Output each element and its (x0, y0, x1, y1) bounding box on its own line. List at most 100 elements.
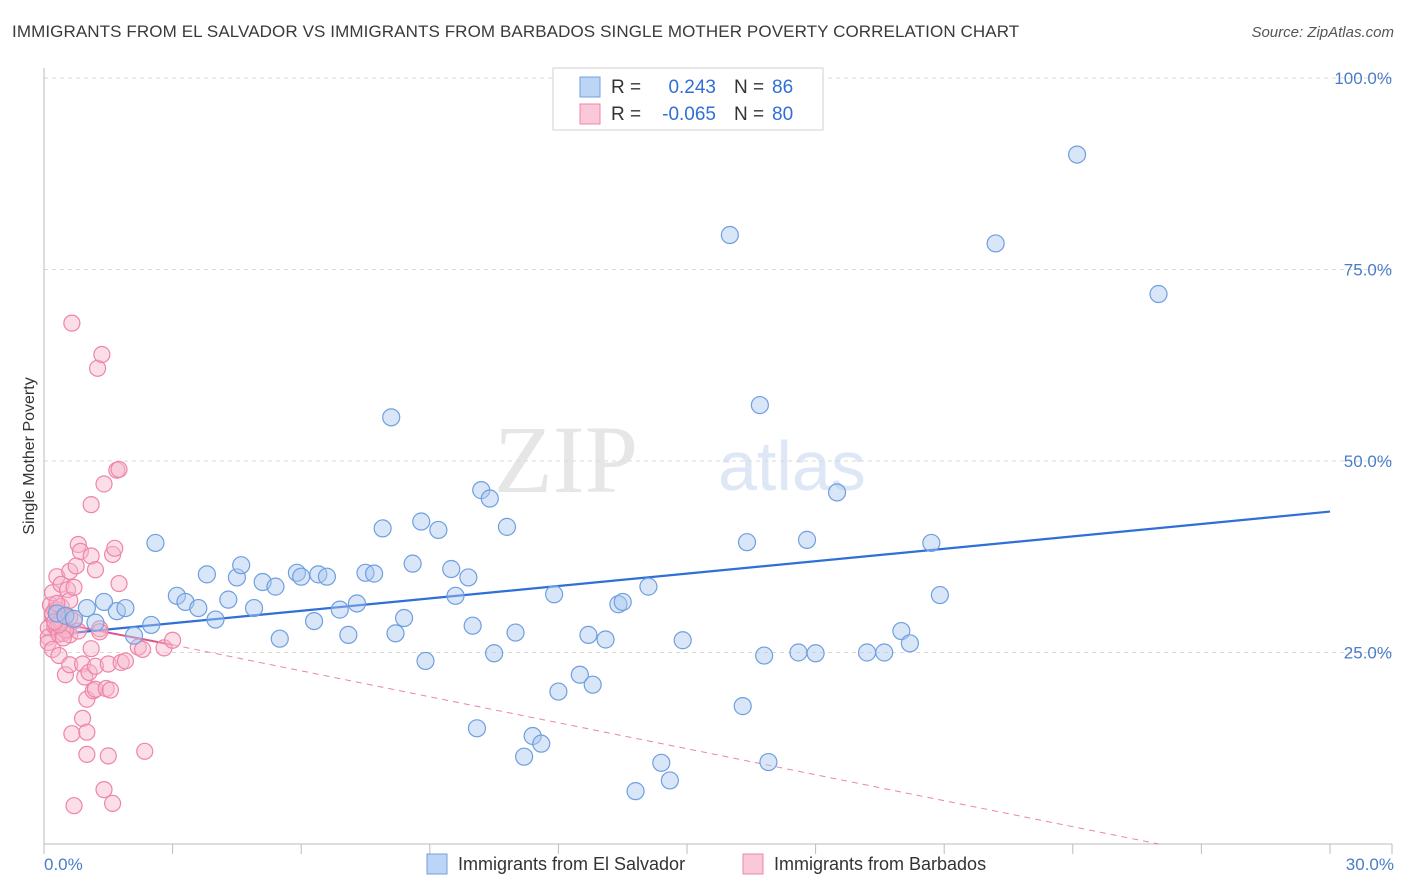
barbados-point (67, 557, 85, 575)
el-salvador-point (720, 225, 739, 245)
el-salvador-point (86, 613, 105, 632)
bottom-legend-swatch-blue (426, 853, 448, 875)
el-salvador-point (922, 533, 941, 553)
el-salvador-point (797, 530, 817, 549)
barbados-point (80, 663, 98, 682)
barbados-point (99, 747, 117, 765)
barbados-point (93, 345, 111, 364)
barbados-point (99, 655, 117, 673)
el-salvador-point (596, 630, 615, 649)
barbados-point (63, 725, 81, 743)
barbados-point (88, 359, 107, 377)
el-salvador-point (750, 395, 769, 415)
el-salvador-point (480, 489, 499, 508)
barbados-point (86, 657, 105, 675)
el-salvador-point (339, 625, 358, 644)
el-salvador-point (382, 408, 401, 427)
el-salvador-point (446, 586, 465, 605)
legend-r-label-1: R = (611, 77, 641, 98)
el-salvador-point (270, 629, 289, 648)
el-salvador-point (64, 609, 84, 628)
el-salvador-point (206, 610, 225, 629)
el-salvador-point (1149, 284, 1168, 304)
barbados-point (110, 460, 128, 479)
watermark-zip: ZIP (494, 406, 638, 513)
barbados-point (101, 681, 120, 699)
bottom-legend-label-blue: Immigrants from El Salvador (458, 854, 685, 874)
el-salvador-point (197, 565, 216, 584)
el-salvador-point (737, 533, 757, 552)
barbados-point (63, 314, 81, 332)
el-salvador-point (930, 585, 950, 605)
barbados-point (91, 623, 109, 641)
barbados-point (65, 797, 83, 815)
el-salvador-point (146, 533, 165, 553)
el-salvador-point (94, 592, 114, 612)
y-tick-label: 75.0% (1344, 261, 1392, 280)
barbados-point (164, 631, 182, 649)
correlation-legend: R = 0.243 N = 86 R = -0.065 N = 80 (552, 67, 824, 131)
el-salvador-point (416, 651, 435, 671)
el-salvador-point (579, 625, 598, 644)
x-tick-label: 30.0% (1346, 855, 1394, 874)
barbados-point (82, 547, 100, 565)
el-salvador-point (403, 554, 422, 573)
legend-r-label-2: R = (611, 104, 641, 125)
legend-swatch-pink (579, 103, 601, 125)
barbados-point (48, 594, 66, 613)
barbados-point (103, 794, 122, 813)
axes (43, 68, 1393, 854)
el-salvador-point (549, 682, 568, 701)
el-salvador-point (875, 643, 894, 662)
el-salvador-point (467, 719, 487, 738)
el-salvador-point (189, 598, 208, 618)
y-axis-title: Single Mother Poverty (21, 377, 38, 534)
el-salvador-point (583, 675, 602, 694)
barbados-point (43, 640, 62, 659)
el-salvador-point (77, 598, 96, 618)
el-salvador-point (442, 559, 461, 579)
el-salvador-point (266, 577, 285, 596)
el-salvador-point (806, 644, 825, 663)
el-salvador-point (570, 665, 589, 684)
barbados-point (78, 745, 96, 763)
el-salvador-point (789, 643, 808, 662)
el-salvador-point (759, 752, 778, 772)
el-salvador-point (545, 585, 564, 604)
el-salvador-point (394, 608, 414, 628)
series-legend: Immigrants from El Salvador Immigrants f… (426, 853, 986, 875)
barbados-point (116, 652, 135, 670)
barbados-point (65, 578, 83, 596)
barbados-point (95, 781, 113, 799)
tick-labels: 25.0% 50.0% 75.0% 100.0% 0.0% 30.0% (44, 69, 1394, 874)
el-salvador-point (485, 644, 504, 663)
barbados-point (73, 709, 92, 727)
el-salvador-point (673, 631, 692, 650)
barbados-point (106, 539, 124, 557)
barbados-point (136, 742, 154, 760)
el-salvador-point (827, 483, 847, 502)
barbados-point (56, 666, 75, 684)
barbados-point (133, 640, 152, 659)
el-salvador-point (142, 615, 161, 635)
el-salvador-point (515, 747, 534, 766)
el-salvador-point (1067, 145, 1087, 164)
y-tick-label: 50.0% (1344, 452, 1392, 471)
el-salvador-point (347, 594, 367, 613)
chart-title: IMMIGRANTS FROM EL SALVADOR VS IMMIGRANT… (12, 22, 1020, 41)
el-salvador-point (373, 519, 392, 538)
legend-n-label-1: N = (734, 77, 764, 98)
el-salvador-point (733, 697, 752, 716)
barbados-point (82, 640, 100, 658)
el-salvador-points (47, 145, 1168, 801)
el-salvador-point (463, 616, 482, 635)
barbados-point (78, 723, 96, 741)
el-salvador-point (900, 634, 920, 653)
el-salvador-point (304, 611, 324, 631)
x-tick-label: 0.0% (44, 855, 83, 874)
el-salvador-point (755, 646, 774, 665)
barbados-point (54, 629, 72, 647)
bottom-legend-swatch-pink (742, 853, 764, 875)
el-salvador-point (219, 590, 238, 609)
el-salvador-point (232, 556, 251, 575)
